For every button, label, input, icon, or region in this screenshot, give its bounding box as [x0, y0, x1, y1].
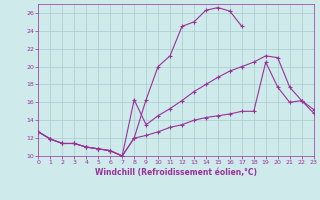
X-axis label: Windchill (Refroidissement éolien,°C): Windchill (Refroidissement éolien,°C)	[95, 168, 257, 177]
